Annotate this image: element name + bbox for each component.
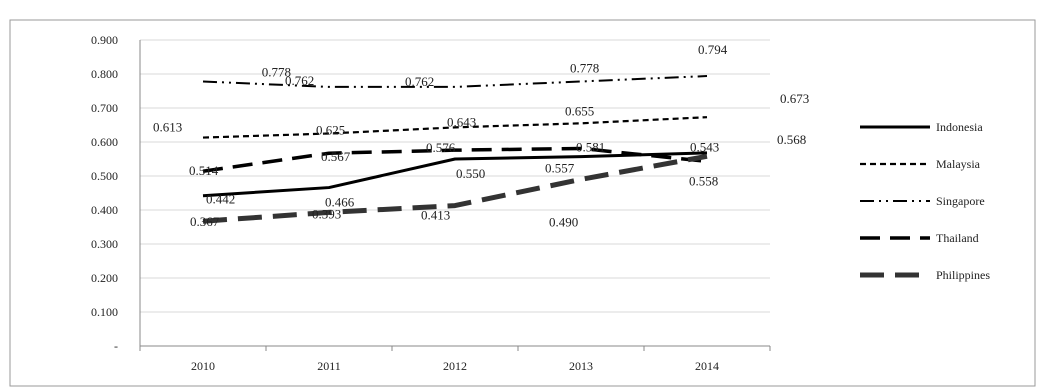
data-label: 0.550	[456, 166, 485, 181]
data-label: 0.490	[549, 214, 578, 229]
data-label: 0.393	[312, 206, 341, 221]
y-tick-label: 0.400	[91, 203, 118, 217]
data-label: 0.466	[325, 195, 355, 210]
data-label: 0.778	[570, 60, 599, 75]
data-label: 0.794	[698, 42, 728, 57]
data-label: 0.567	[321, 149, 351, 164]
y-tick-label: 0.500	[91, 169, 118, 183]
series-lines	[202, 75, 708, 224]
data-label: 0.643	[447, 114, 476, 129]
data-label: 0.568	[777, 132, 806, 147]
series-line-philippines	[202, 153, 708, 224]
legend-entry: Philippines	[936, 268, 990, 282]
data-label: 0.762	[405, 74, 434, 89]
data-label: 0.581	[576, 139, 605, 154]
chart-border	[9, 19, 1036, 387]
data-label: 0.613	[153, 120, 182, 135]
axes: - 0.100 0.200 0.300 0.400 0.500 0.600 0.700 0.80…	[91, 33, 771, 373]
y-tick-label: 0.700	[91, 101, 118, 115]
data-label: 0.413	[421, 208, 450, 223]
legend-entry: Thailand	[936, 231, 979, 245]
data-label: 0.625	[316, 123, 345, 138]
legend-entry: Indonesia	[936, 120, 983, 134]
legend: Indonesia Malaysia Singapore Thailand Philip…	[860, 120, 990, 282]
data-label: 0.655	[565, 103, 594, 118]
y-tick-label: 0.300	[91, 237, 118, 251]
data-label: 0.557	[545, 161, 575, 176]
data-label: 0.543	[690, 139, 719, 154]
y-tick-label: 0.100	[91, 305, 118, 319]
x-tick-label: 2013	[569, 359, 593, 373]
data-label: 0.558	[689, 173, 718, 188]
data-label: 0.514	[189, 163, 219, 178]
y-tick-label: 0.800	[91, 67, 118, 81]
y-tick-label: 0.200	[91, 271, 118, 285]
x-tick-label: 2010	[191, 359, 215, 373]
y-tick-label: 0.600	[91, 135, 118, 149]
data-label: 0.673	[780, 91, 809, 106]
gridlines	[140, 39, 770, 313]
y-tick-label: -	[114, 339, 118, 353]
legend-entry: Singapore	[936, 194, 985, 208]
x-tick-label: 2012	[443, 359, 467, 373]
data-labels: 0.442 0.466 0.550 0.557 0.568 0.613 0.625 0.643…	[153, 42, 809, 229]
series-line-indonesia	[202, 151, 708, 198]
data-label: 0.576	[426, 140, 456, 155]
x-tick-label: 2014	[695, 359, 719, 373]
x-tick-label: 2011	[317, 359, 341, 373]
y-tick-label: 0.900	[91, 33, 118, 47]
legend-entry: Malaysia	[936, 157, 981, 171]
series-line-malaysia	[202, 116, 708, 139]
series-line-thailand	[202, 146, 708, 173]
data-label: 0.367	[190, 214, 220, 229]
data-label: 0.778	[262, 64, 291, 79]
data-label: 0.442	[206, 192, 235, 207]
data-label: 0.762	[285, 73, 314, 88]
